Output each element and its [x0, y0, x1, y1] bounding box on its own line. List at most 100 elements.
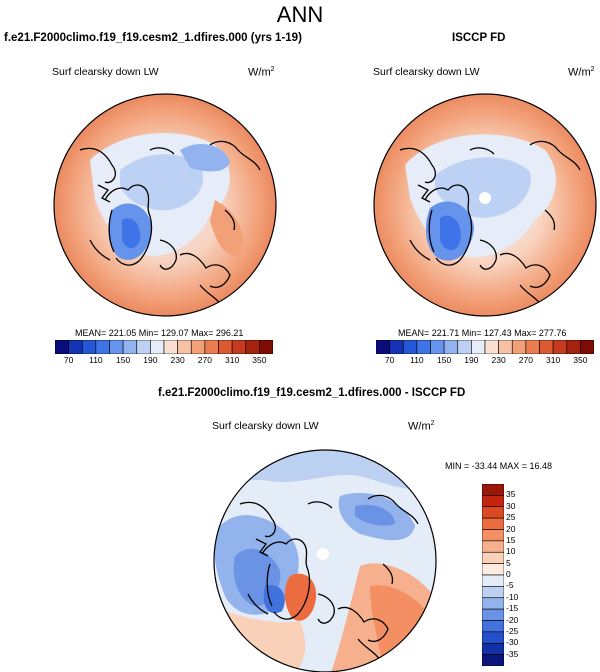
reference-colorbar-swatch [471, 340, 486, 354]
reference-colorbar-swatch [580, 340, 594, 354]
reference-variable-label: Surf clearsky down LW [373, 66, 480, 78]
reference-coastlines [399, 140, 581, 311]
difference-colorbar-tick-label: 15 [506, 534, 516, 545]
test-colorbar-labels: 70 110 150 190 230 270 310 350 [55, 355, 273, 367]
test-colorbar-swatch [218, 340, 233, 354]
difference-colorbar-swatch [482, 574, 504, 587]
reference-field-greenland-core [440, 215, 461, 251]
difference-colorbar-swatch [482, 495, 504, 508]
difference-colorbar-swatch [482, 597, 504, 610]
test-colorbar-tick-label: 310 [225, 355, 240, 365]
test-colorbar-tick-label: 350 [252, 355, 267, 365]
reference-map-border [373, 93, 597, 317]
difference-variable-label: Surf clearsky down LW [212, 420, 319, 432]
difference-colorbar-swatch [482, 654, 504, 666]
test-colorbar-swatch [190, 340, 206, 354]
reference-colorbar-labels: 70 110 150 190 230 270 310 350 [376, 355, 594, 367]
reference-colorbar-tick-label: 350 [573, 355, 588, 365]
difference-map-border [213, 449, 437, 672]
test-colorbar-tick-label: 190 [143, 355, 158, 365]
test-field-europe-warm [210, 200, 244, 256]
reference-colorbar-swatch [430, 340, 445, 354]
test-colorbar-swatch [136, 340, 151, 354]
test-colorbar-tick-label: 150 [116, 355, 131, 365]
reference-colorbar-tick-label: 150 [437, 355, 452, 365]
difference-colorbar [482, 484, 504, 666]
difference-field-siberia-core [355, 504, 395, 526]
reference-colorbar-swatch [511, 340, 527, 354]
reference-colorbar-swatch [389, 340, 404, 354]
reference-colorbar-swatch [566, 340, 581, 354]
reference-polar-map [373, 93, 597, 317]
difference-colorbar-tick-label: -20 [506, 614, 519, 625]
difference-colorbar-tick-label: 20 [506, 523, 516, 534]
reference-colorbar-tick-label: 190 [464, 355, 479, 365]
difference-field-baffin-cool [263, 585, 285, 614]
reference-colorbar-swatch [484, 340, 499, 354]
test-field-siberia-cold [180, 143, 230, 172]
reference-colorbar-swatch [552, 340, 568, 354]
test-colorbar-swatch [204, 340, 219, 354]
reference-pole-hole [479, 192, 491, 204]
difference-field-greenland-warm [284, 573, 317, 621]
difference-colorbar-swatch [482, 586, 504, 599]
reference-colorbar-tick-label: 230 [491, 355, 506, 365]
difference-polar-map [213, 449, 437, 672]
test-colorbar [55, 340, 273, 354]
difference-colorbar-swatch [482, 631, 504, 644]
difference-colorbar-swatch [482, 620, 504, 633]
test-field-greenland-core [122, 218, 141, 249]
difference-colorbar-tick-label: 0 [506, 569, 511, 579]
reference-colorbar-tick-label: 270 [518, 355, 533, 365]
reference-units-label: W/m2 [568, 66, 595, 79]
test-map-border [53, 93, 277, 317]
test-colorbar-swatch [177, 340, 192, 354]
difference-stats: MIN = -33.44 MAX = 16.48 [445, 461, 553, 471]
reference-colorbar-tick-label: 70 [384, 355, 395, 365]
reference-case-title: ISCCP FD [452, 32, 506, 44]
difference-colorbar-swatch [482, 642, 504, 655]
reference-stats: MEAN= 221.71 Min= 127.43 Max= 277.76 [398, 328, 567, 338]
difference-colorbar-swatch [482, 484, 504, 496]
plot-title: ANN [276, 2, 324, 27]
difference-colorbar-tick-label: 35 [506, 489, 516, 500]
test-polar-map [53, 93, 277, 317]
difference-colorbar-swatch [482, 563, 504, 576]
difference-case-title: f.e21.F2000climo.f19_f19.cesm2_1.dfires.… [158, 387, 466, 399]
difference-colorbar-tick-label: 25 [506, 512, 516, 523]
difference-colorbar-swatch [482, 551, 504, 564]
reference-colorbar-swatch [539, 340, 554, 354]
difference-colorbar-tick-label: 30 [506, 500, 516, 511]
reference-colorbar-swatch [457, 340, 472, 354]
test-colorbar-swatch [259, 340, 273, 354]
test-field-arctic-core [120, 154, 204, 211]
test-colorbar-swatch [231, 340, 247, 354]
reference-field-arctic-core [435, 157, 531, 218]
test-colorbar-tick-label: 230 [170, 355, 185, 365]
difference-colorbar-tick-label: 10 [506, 546, 516, 557]
test-colorbar-swatch [122, 340, 138, 354]
test-colorbar-swatch [163, 340, 178, 354]
difference-colorbar-labels: 35 30 25 20 15 10 5 0 -5 -10 -15 -20 -25 -30 -35 [506, 484, 536, 666]
reference-colorbar-tick-label: 110 [410, 355, 424, 365]
difference-coastlines [239, 494, 419, 665]
difference-pole-hole [317, 548, 329, 560]
test-case-title: f.e21.F2000climo.f19_f19.cesm2_1.dfires.… [4, 32, 302, 44]
test-coastlines [79, 140, 261, 311]
difference-colorbar-swatch [482, 517, 504, 530]
test-colorbar-swatch [55, 340, 69, 354]
difference-colorbar-tick-label: -15 [506, 603, 519, 614]
reference-colorbar-swatch [498, 340, 513, 354]
test-colorbar-tick-label: 270 [197, 355, 212, 365]
test-colorbar-swatch [81, 340, 97, 354]
test-colorbar-tick-label: 110 [89, 355, 103, 365]
difference-colorbar-swatch [482, 506, 504, 519]
difference-colorbar-tick-label: -35 [506, 648, 519, 659]
reference-colorbar-tick-label: 310 [546, 355, 561, 365]
reference-colorbar-swatch [525, 340, 540, 354]
difference-colorbar-tick-label: 5 [506, 557, 511, 568]
test-colorbar-swatch [150, 340, 165, 354]
reference-colorbar [376, 340, 594, 354]
test-colorbar-swatch [245, 340, 260, 354]
reference-colorbar-swatch [416, 340, 431, 354]
